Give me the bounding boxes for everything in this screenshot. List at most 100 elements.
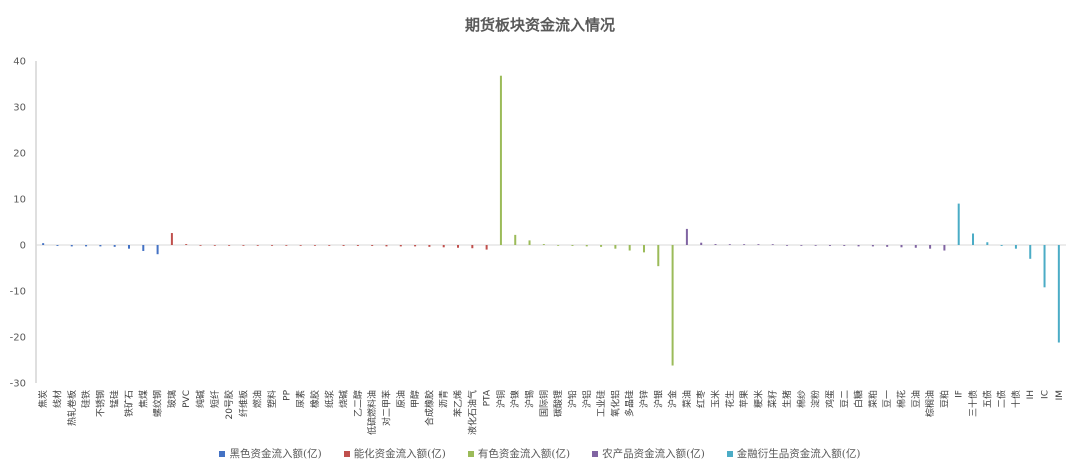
x-category-label: 沪锌 <box>638 390 650 408</box>
legend-swatch <box>219 450 226 457</box>
bar <box>600 245 603 247</box>
x-category-label: 二债 <box>996 390 1008 408</box>
bar <box>957 203 960 245</box>
legend-item: 黑色资金流入额(亿) <box>219 446 322 461</box>
x-category-label: 玻璃 <box>166 390 178 408</box>
bar <box>228 245 231 246</box>
x-category-label: 线材 <box>51 390 63 408</box>
bar <box>457 245 460 248</box>
y-tick-label: 10 <box>13 195 26 206</box>
bar <box>471 245 474 249</box>
x-category-label: 生猪 <box>781 390 793 408</box>
x-category-label: 棕榈油 <box>924 390 936 417</box>
legend-swatch <box>592 450 599 457</box>
x-category-label: 甲醇 <box>409 390 421 408</box>
bar <box>671 245 674 366</box>
bar <box>271 245 274 246</box>
bar <box>242 245 245 246</box>
bar <box>170 233 173 245</box>
bar <box>299 245 302 246</box>
x-category-label: 锰硅 <box>109 390 121 408</box>
bar <box>113 245 116 247</box>
x-category-label: IH <box>1026 390 1036 399</box>
x-category-label: 豆二 <box>839 390 850 408</box>
bar <box>929 245 932 249</box>
x-category-label: 豆一 <box>882 390 893 408</box>
x-category-label: 20号胶 <box>223 390 235 419</box>
bar <box>986 242 989 245</box>
x-category-label: 塑料 <box>266 390 278 408</box>
bar <box>557 245 560 246</box>
bar <box>800 245 803 246</box>
bar <box>399 245 402 247</box>
x-category-label: PTA <box>483 389 493 406</box>
x-category-label: 碳酸锂 <box>552 390 564 417</box>
x-category-label: 短纤 <box>209 390 221 408</box>
bar <box>1043 245 1046 288</box>
x-category-label: 合成橡胶 <box>423 390 435 426</box>
bar <box>914 245 917 248</box>
bar-series-group <box>42 75 1060 366</box>
bar <box>943 245 946 251</box>
x-category-label: 淀粉 <box>810 390 822 408</box>
x-category-label: 国际铜 <box>538 390 550 417</box>
x-category-label: 多晶硅 <box>624 390 636 417</box>
x-category-label: 纯碱 <box>195 390 207 408</box>
bar <box>857 245 860 247</box>
bar <box>1057 245 1060 343</box>
x-category-label: 原油 <box>395 390 407 408</box>
x-category-label: 苯乙烯 <box>452 390 464 417</box>
legend-label: 农产品资金流入额(亿) <box>602 448 705 460</box>
x-category-label: PVC <box>182 390 192 408</box>
bar <box>900 245 903 248</box>
x-category-label: 热轧卷板 <box>66 390 78 426</box>
y-tick-label: 30 <box>13 103 26 114</box>
x-category-label: 沪锡 <box>524 390 536 408</box>
x-category-label: 硅铁 <box>80 390 92 408</box>
chart-title: 期货板块资金流入情况 <box>464 16 615 34</box>
bar <box>828 245 831 246</box>
x-category-label: 鸡蛋 <box>824 390 836 408</box>
bar <box>585 245 588 247</box>
bar <box>685 228 688 245</box>
legend-item: 农产品资金流入额(亿) <box>592 446 705 461</box>
bar <box>528 240 531 245</box>
bar <box>514 234 517 245</box>
x-category-label: 五债 <box>981 390 993 408</box>
x-category-label: 菜粕 <box>867 390 879 408</box>
bar <box>1014 245 1017 249</box>
bar <box>642 245 645 253</box>
bar <box>56 245 59 246</box>
x-category-label: 沪铝 <box>581 390 593 408</box>
bar <box>313 245 316 246</box>
x-category-label: 沪金 <box>667 390 679 408</box>
bar <box>256 245 259 246</box>
x-category-label: 十债 <box>1010 390 1022 408</box>
bar <box>42 243 45 245</box>
legend-swatch <box>467 450 474 457</box>
bar <box>657 245 660 267</box>
x-category-label: 橡胶 <box>309 390 321 408</box>
legend-item: 有色资金流入额(亿) <box>467 446 570 461</box>
x-category-label: 尿素 <box>295 390 307 408</box>
bar <box>499 75 502 245</box>
bar <box>414 245 417 247</box>
x-category-label: 三十债 <box>967 390 979 417</box>
bar <box>199 245 202 246</box>
bar <box>99 245 102 247</box>
x-category-label: IM <box>1055 390 1065 400</box>
legend-swatch <box>726 450 733 457</box>
bar <box>127 245 130 249</box>
x-category-label: 燃油 <box>252 390 264 408</box>
bar <box>728 244 731 245</box>
x-category-label: 粳米 <box>752 390 764 408</box>
x-category-label: 沪镍 <box>509 390 521 408</box>
bar <box>786 245 789 246</box>
bar <box>485 245 488 250</box>
x-category-label: 沪银 <box>652 390 664 408</box>
bar <box>843 245 846 246</box>
y-tick-label: 0 <box>20 241 26 252</box>
bar <box>371 245 374 246</box>
x-category-label: PP <box>282 389 292 400</box>
